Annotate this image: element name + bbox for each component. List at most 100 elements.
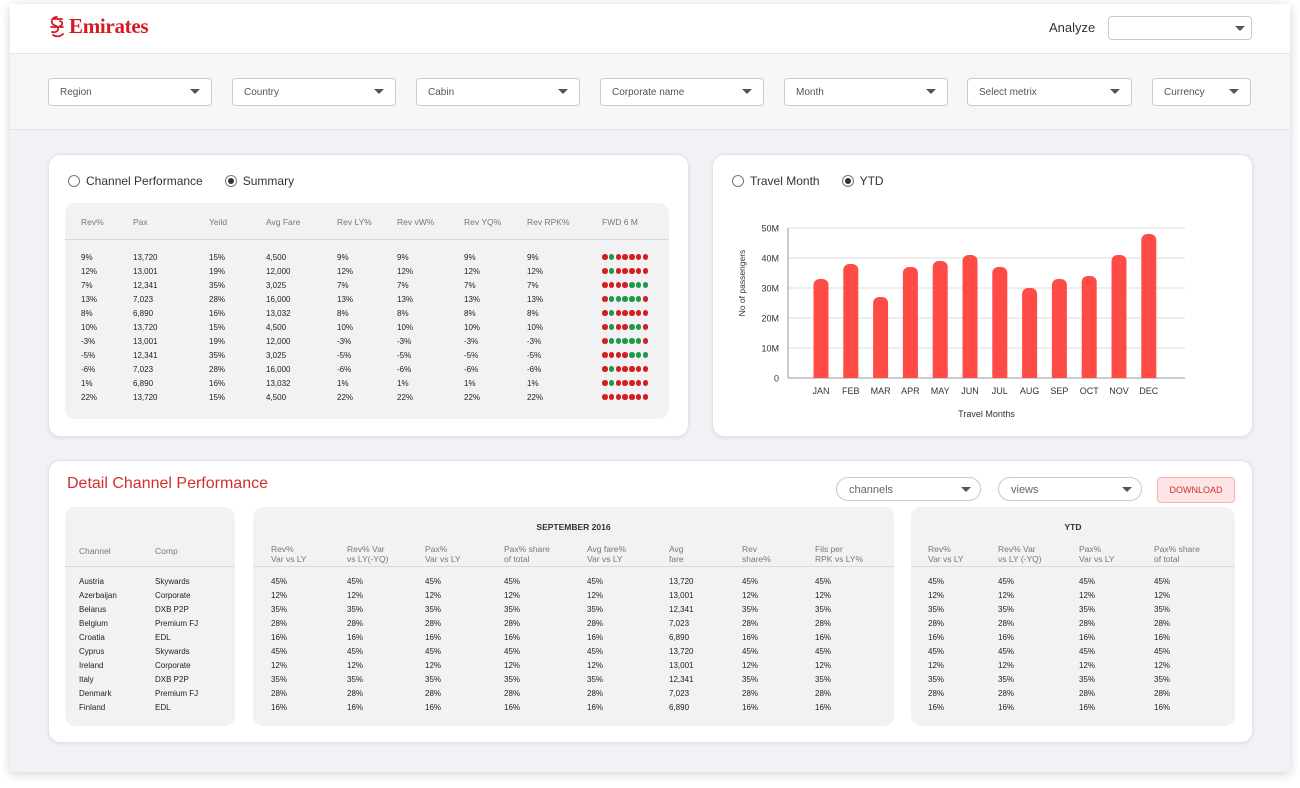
bar-oct bbox=[1081, 276, 1097, 378]
summary-radio-1[interactable] bbox=[224, 175, 237, 187]
channel-col-header: Comp bbox=[155, 546, 178, 556]
ytd-col-header: Rev% Var vs LY bbox=[928, 544, 964, 564]
header-line: Pax% bbox=[1079, 544, 1102, 554]
fwd-6m-indicator bbox=[602, 310, 650, 316]
september-col-header: Avg fare bbox=[669, 544, 684, 564]
bar-base bbox=[992, 370, 1008, 378]
summary-cell: -3% bbox=[81, 337, 96, 346]
analyze-dropdown[interactable] bbox=[1108, 16, 1252, 40]
september-cell: 45% bbox=[425, 577, 442, 586]
september-cell: 35% bbox=[504, 675, 521, 684]
summary-radio-label[interactable]: Channel Performance bbox=[86, 174, 203, 188]
ytd-cell: 28% bbox=[928, 689, 945, 698]
comp-name: EDL bbox=[155, 703, 171, 712]
status-dot bbox=[622, 394, 628, 400]
september-col-header: Pax% Var vs LY bbox=[425, 544, 461, 564]
ytd-cell: 45% bbox=[998, 647, 1015, 656]
summary-cell: -3% bbox=[527, 337, 542, 346]
ytd-cell: 16% bbox=[998, 703, 1015, 712]
september-cell: 28% bbox=[587, 689, 604, 698]
summary-cell: 12,341 bbox=[133, 281, 158, 290]
status-dot bbox=[608, 324, 615, 330]
status-dot bbox=[635, 310, 642, 316]
filter-dropdown-cabin[interactable]: Cabin bbox=[416, 78, 580, 106]
filter-dropdown-country[interactable]: Country bbox=[232, 78, 396, 106]
bar-base bbox=[1141, 370, 1157, 378]
download-button[interactable]: DOWNLOAD bbox=[1157, 477, 1235, 503]
bar-sep bbox=[1051, 279, 1067, 378]
ytd-cell: 28% bbox=[1079, 689, 1096, 698]
summary-cell: -3% bbox=[397, 337, 412, 346]
summary-cell: 13,032 bbox=[266, 379, 291, 388]
emirates-logo[interactable]: Emirates bbox=[48, 14, 149, 39]
summary-cell: 7,023 bbox=[133, 295, 154, 304]
emirates-emblem-icon bbox=[50, 15, 64, 37]
filter-dropdown-region[interactable]: Region bbox=[48, 78, 212, 106]
ytd-cell: 35% bbox=[1079, 675, 1096, 684]
chevron-down-icon bbox=[1122, 487, 1132, 492]
ytd-cell: 45% bbox=[1154, 577, 1171, 586]
summary-cell: 1% bbox=[527, 379, 539, 388]
summary-cell: 1% bbox=[337, 379, 349, 388]
x-axis-title: Travel Months bbox=[958, 409, 1015, 419]
summary-col-header: Rev RPK% bbox=[527, 217, 570, 227]
filter-label: Month bbox=[796, 87, 824, 98]
september-col-header: Fils per RPK vs LY% bbox=[815, 544, 863, 564]
summary-cell: 3,025 bbox=[266, 351, 287, 360]
header-line: Var vs LY bbox=[928, 554, 964, 564]
summary-cell: 10% bbox=[527, 323, 544, 332]
ytd-cell: 45% bbox=[1154, 647, 1171, 656]
september-cell: 28% bbox=[504, 689, 521, 698]
header-line: fare bbox=[669, 554, 684, 564]
september-cell: 45% bbox=[742, 577, 759, 586]
september-cell: 45% bbox=[347, 647, 364, 656]
summary-cell: 13,720 bbox=[133, 393, 158, 402]
september-cell: 28% bbox=[742, 619, 759, 628]
summary-cell: 9% bbox=[337, 253, 349, 262]
channels-dropdown[interactable]: channels bbox=[836, 477, 981, 501]
bar-jun bbox=[962, 255, 978, 378]
september-cell: 12% bbox=[504, 661, 521, 670]
chart-radio-1[interactable] bbox=[841, 175, 854, 187]
summary-radio-0[interactable] bbox=[68, 175, 80, 187]
status-dot bbox=[629, 268, 635, 274]
ytd-cell: 28% bbox=[998, 689, 1015, 698]
bar-base bbox=[902, 370, 918, 378]
status-dot bbox=[629, 296, 635, 302]
status-dot bbox=[602, 282, 608, 288]
ytd-cell: 12% bbox=[1154, 661, 1171, 670]
ytd-cell: 28% bbox=[1154, 689, 1171, 698]
filter-label: Corporate name bbox=[612, 87, 685, 98]
september-cell: 45% bbox=[271, 647, 288, 656]
filter-dropdown-select-metrix[interactable]: Select metrix bbox=[967, 78, 1132, 106]
summary-radio-label[interactable]: Summary bbox=[242, 174, 295, 188]
summary-cell: 10% bbox=[397, 323, 414, 332]
header-line: Avg bbox=[669, 544, 684, 554]
summary-cell: -6% bbox=[464, 365, 479, 374]
chart-radio-0[interactable] bbox=[732, 175, 744, 187]
ytd-cell: 45% bbox=[928, 577, 945, 586]
status-dot bbox=[608, 268, 615, 274]
views-dropdown[interactable]: views bbox=[998, 477, 1142, 501]
bar-apr bbox=[902, 267, 918, 378]
september-cell: 28% bbox=[347, 619, 364, 628]
filter-dropdown-month[interactable]: Month bbox=[784, 78, 948, 106]
summary-cell: 15% bbox=[209, 393, 226, 402]
chart-radio-label[interactable]: Travel Month bbox=[750, 174, 820, 188]
summary-cell: 1% bbox=[464, 379, 476, 388]
summary-cell: 13% bbox=[527, 295, 544, 304]
bar-may bbox=[932, 261, 948, 378]
summary-cell: 28% bbox=[209, 365, 226, 374]
status-dot bbox=[615, 310, 622, 316]
bar-base bbox=[843, 370, 859, 378]
filter-dropdown-corporate-name[interactable]: Corporate name bbox=[600, 78, 764, 106]
summary-cell: 22% bbox=[337, 393, 354, 402]
status-dot bbox=[622, 338, 628, 344]
bar-aug bbox=[1022, 288, 1038, 378]
bar-jan bbox=[813, 279, 829, 378]
summary-cell: -6% bbox=[337, 365, 352, 374]
summary-col-header: Rev vW% bbox=[397, 217, 435, 227]
chart-radio-label[interactable]: YTD bbox=[859, 174, 884, 188]
status-dot bbox=[622, 254, 628, 260]
filter-dropdown-currency[interactable]: Currency bbox=[1152, 78, 1251, 106]
